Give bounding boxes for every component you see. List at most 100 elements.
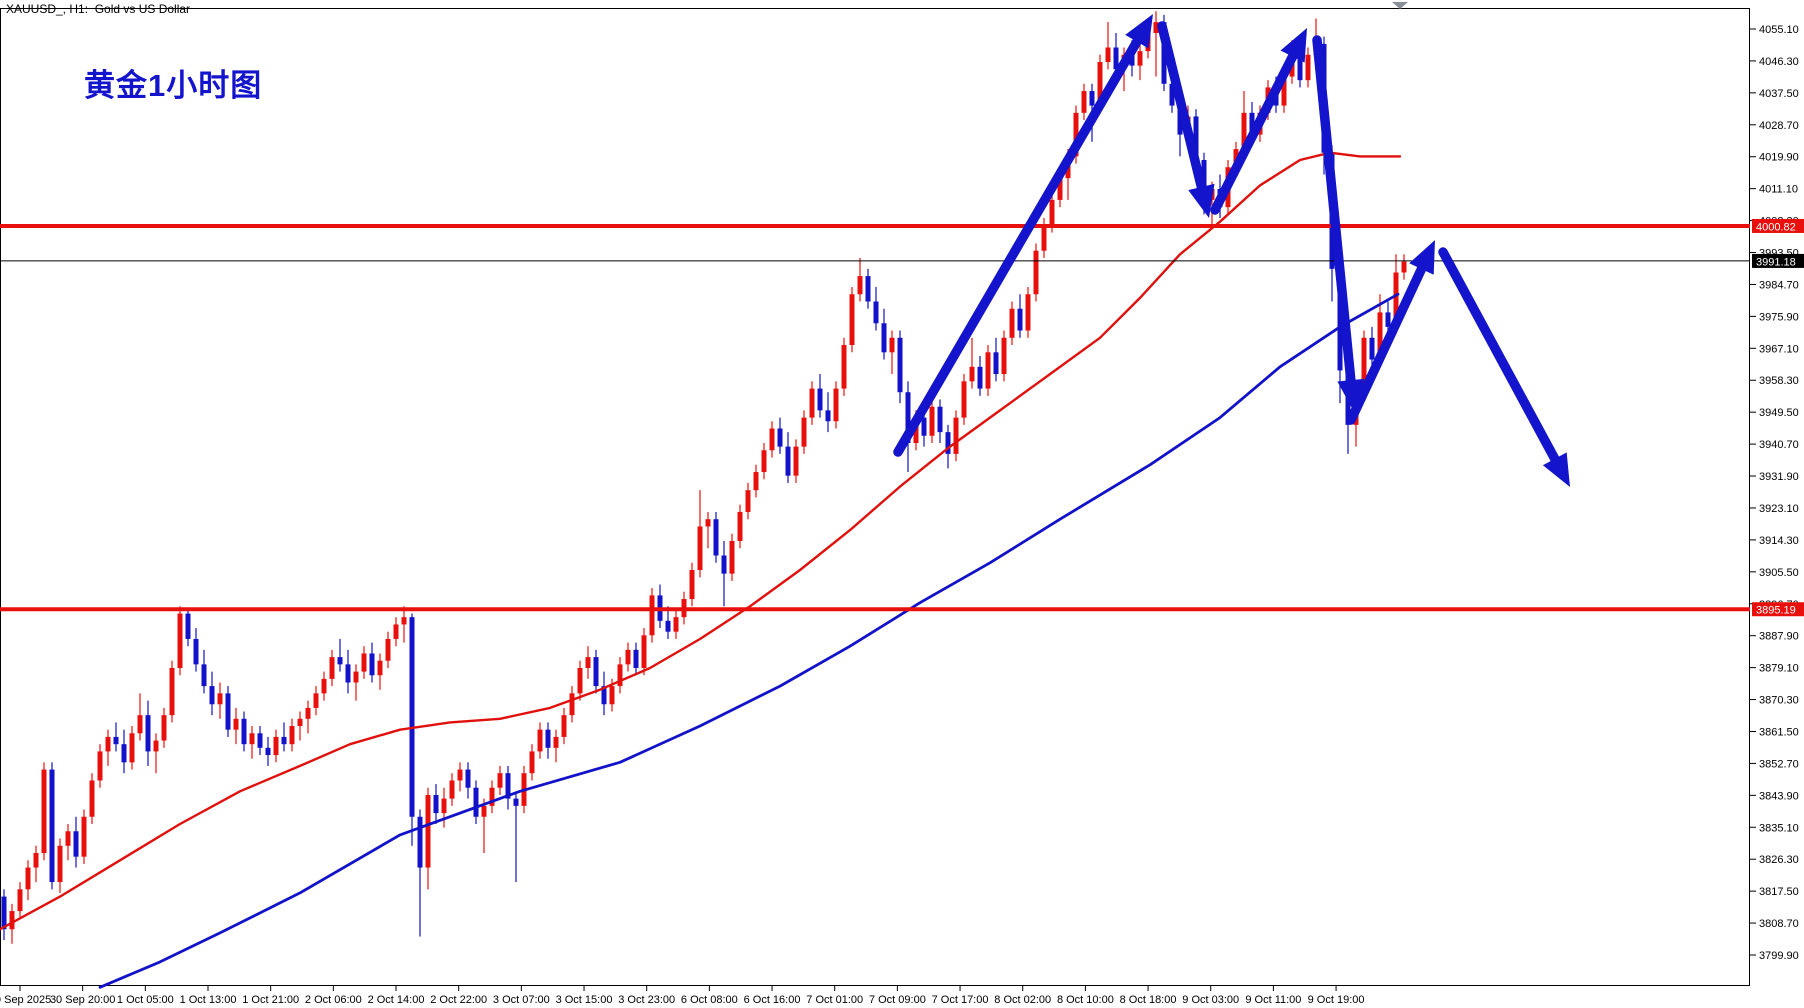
candle-body <box>553 736 559 748</box>
price-tick-label: 3817.50 <box>1759 886 1799 898</box>
candle-body <box>833 388 839 422</box>
candle-body <box>137 715 143 734</box>
candle-body <box>1305 54 1311 81</box>
candle-body <box>329 657 335 679</box>
time-tick-label: 2 Oct 22:00 <box>430 994 487 1006</box>
candle-body <box>129 733 135 763</box>
candle-body <box>1177 105 1183 135</box>
candle-body <box>473 787 479 817</box>
candle-body <box>57 845 63 883</box>
candle-body <box>265 747 271 756</box>
time-tick-label: 1 Oct 05:00 <box>117 994 174 1006</box>
ma-fast-red-line <box>0 151 1402 931</box>
time-tick-label: 8 Oct 02:00 <box>994 994 1051 1006</box>
candle-body <box>393 624 399 639</box>
candle-body <box>649 595 655 636</box>
price-tick-label: 3958.30 <box>1759 375 1799 387</box>
candle-body <box>729 540 735 574</box>
trend-arrow-head[interactable] <box>1337 378 1365 412</box>
candle-body <box>1 896 7 930</box>
time-tick-label: 6 Oct 08:00 <box>681 994 738 1006</box>
candle-body <box>1369 337 1375 360</box>
candle-body <box>441 798 447 814</box>
trend-arrow-shaft[interactable] <box>1312 35 1357 391</box>
candle-body <box>481 805 487 817</box>
price-tag-box <box>1752 253 1804 268</box>
candle-body <box>185 613 191 639</box>
candle-body <box>281 736 287 745</box>
candle-body <box>1009 308 1015 338</box>
candle-body <box>585 657 591 668</box>
candle-body <box>865 276 871 302</box>
time-tick-label: 9 Oct 11:00 <box>1245 994 1301 1006</box>
candle-body <box>873 301 879 324</box>
candle-body <box>809 388 815 418</box>
candle-body <box>721 555 727 574</box>
candle-body <box>497 773 503 788</box>
symbol-title: XAUUSD_, H1: Gold vs US Dollar <box>6 2 191 16</box>
trend-arrow-head[interactable] <box>1280 28 1307 63</box>
candle-body <box>1001 337 1007 375</box>
candle-body <box>105 736 111 752</box>
price-tick-label: 3905.50 <box>1759 567 1799 579</box>
trend-arrow-head[interactable] <box>1409 240 1435 275</box>
candle-body <box>425 794 431 868</box>
candle-body <box>25 867 31 890</box>
trend-arrow-shaft[interactable] <box>1346 258 1429 425</box>
trend-arrow-shaft[interactable] <box>893 31 1145 457</box>
candle-body <box>1393 272 1399 327</box>
time-tick-label: 7 Oct 09:00 <box>869 994 926 1006</box>
candle-body <box>897 337 903 393</box>
candle-body <box>1169 83 1175 106</box>
candle-body <box>321 678 327 694</box>
candle-body <box>889 337 895 353</box>
time-tick-label: 1 Oct 13:00 <box>180 994 237 1006</box>
candle-body <box>49 769 55 883</box>
candle-body <box>225 693 231 730</box>
candle-body <box>457 769 463 781</box>
time-tick-label: 3 Oct 15:00 <box>556 994 613 1006</box>
trend-arrow-head[interactable] <box>1542 452 1570 487</box>
candle-body <box>945 432 951 454</box>
time-tick-label: 30 Sep 20:00 <box>50 994 115 1006</box>
candle-body <box>233 718 239 730</box>
trend-arrow-shaft[interactable] <box>1210 46 1301 215</box>
candle-body <box>1089 91 1095 106</box>
candle-body <box>1057 178 1063 200</box>
candle-body <box>785 446 791 476</box>
candle-body <box>217 693 223 705</box>
candle-body <box>985 352 991 389</box>
candle-body <box>849 294 855 346</box>
price-tick-label: 3879.10 <box>1759 663 1799 675</box>
candle-body <box>9 911 15 930</box>
candle-body <box>537 729 543 752</box>
price-tick-label: 3949.50 <box>1759 407 1799 419</box>
price-tick-label: 4028.70 <box>1759 120 1799 132</box>
chart-caption-text[interactable]: 黄金1小时图 <box>84 68 263 103</box>
candle-body <box>857 276 863 295</box>
candle-body <box>753 472 759 491</box>
trend-arrow-head[interactable] <box>1125 14 1153 49</box>
candle-body <box>33 853 39 868</box>
candle-body <box>641 635 647 668</box>
candle-body <box>1281 76 1287 106</box>
price-tick-label: 3975.90 <box>1759 311 1799 323</box>
price-tick-label: 3984.70 <box>1759 279 1799 291</box>
candle-body <box>17 889 23 912</box>
price-tick-label: 3799.90 <box>1759 950 1799 962</box>
trend-arrow-shaft[interactable] <box>1438 247 1563 469</box>
candle-body <box>65 831 71 846</box>
candle-body <box>1297 58 1303 81</box>
candle-body <box>1361 337 1367 389</box>
trend-arrow-shaft[interactable] <box>1157 21 1208 198</box>
candle-body <box>513 798 519 806</box>
trend-arrow-head[interactable] <box>1188 183 1215 218</box>
candle-body <box>113 736 119 745</box>
price-tick-label: 3870.30 <box>1759 695 1799 707</box>
candle-body <box>313 693 319 708</box>
candle-body <box>145 715 151 752</box>
candle-body <box>737 511 743 541</box>
candle-body <box>121 744 127 763</box>
